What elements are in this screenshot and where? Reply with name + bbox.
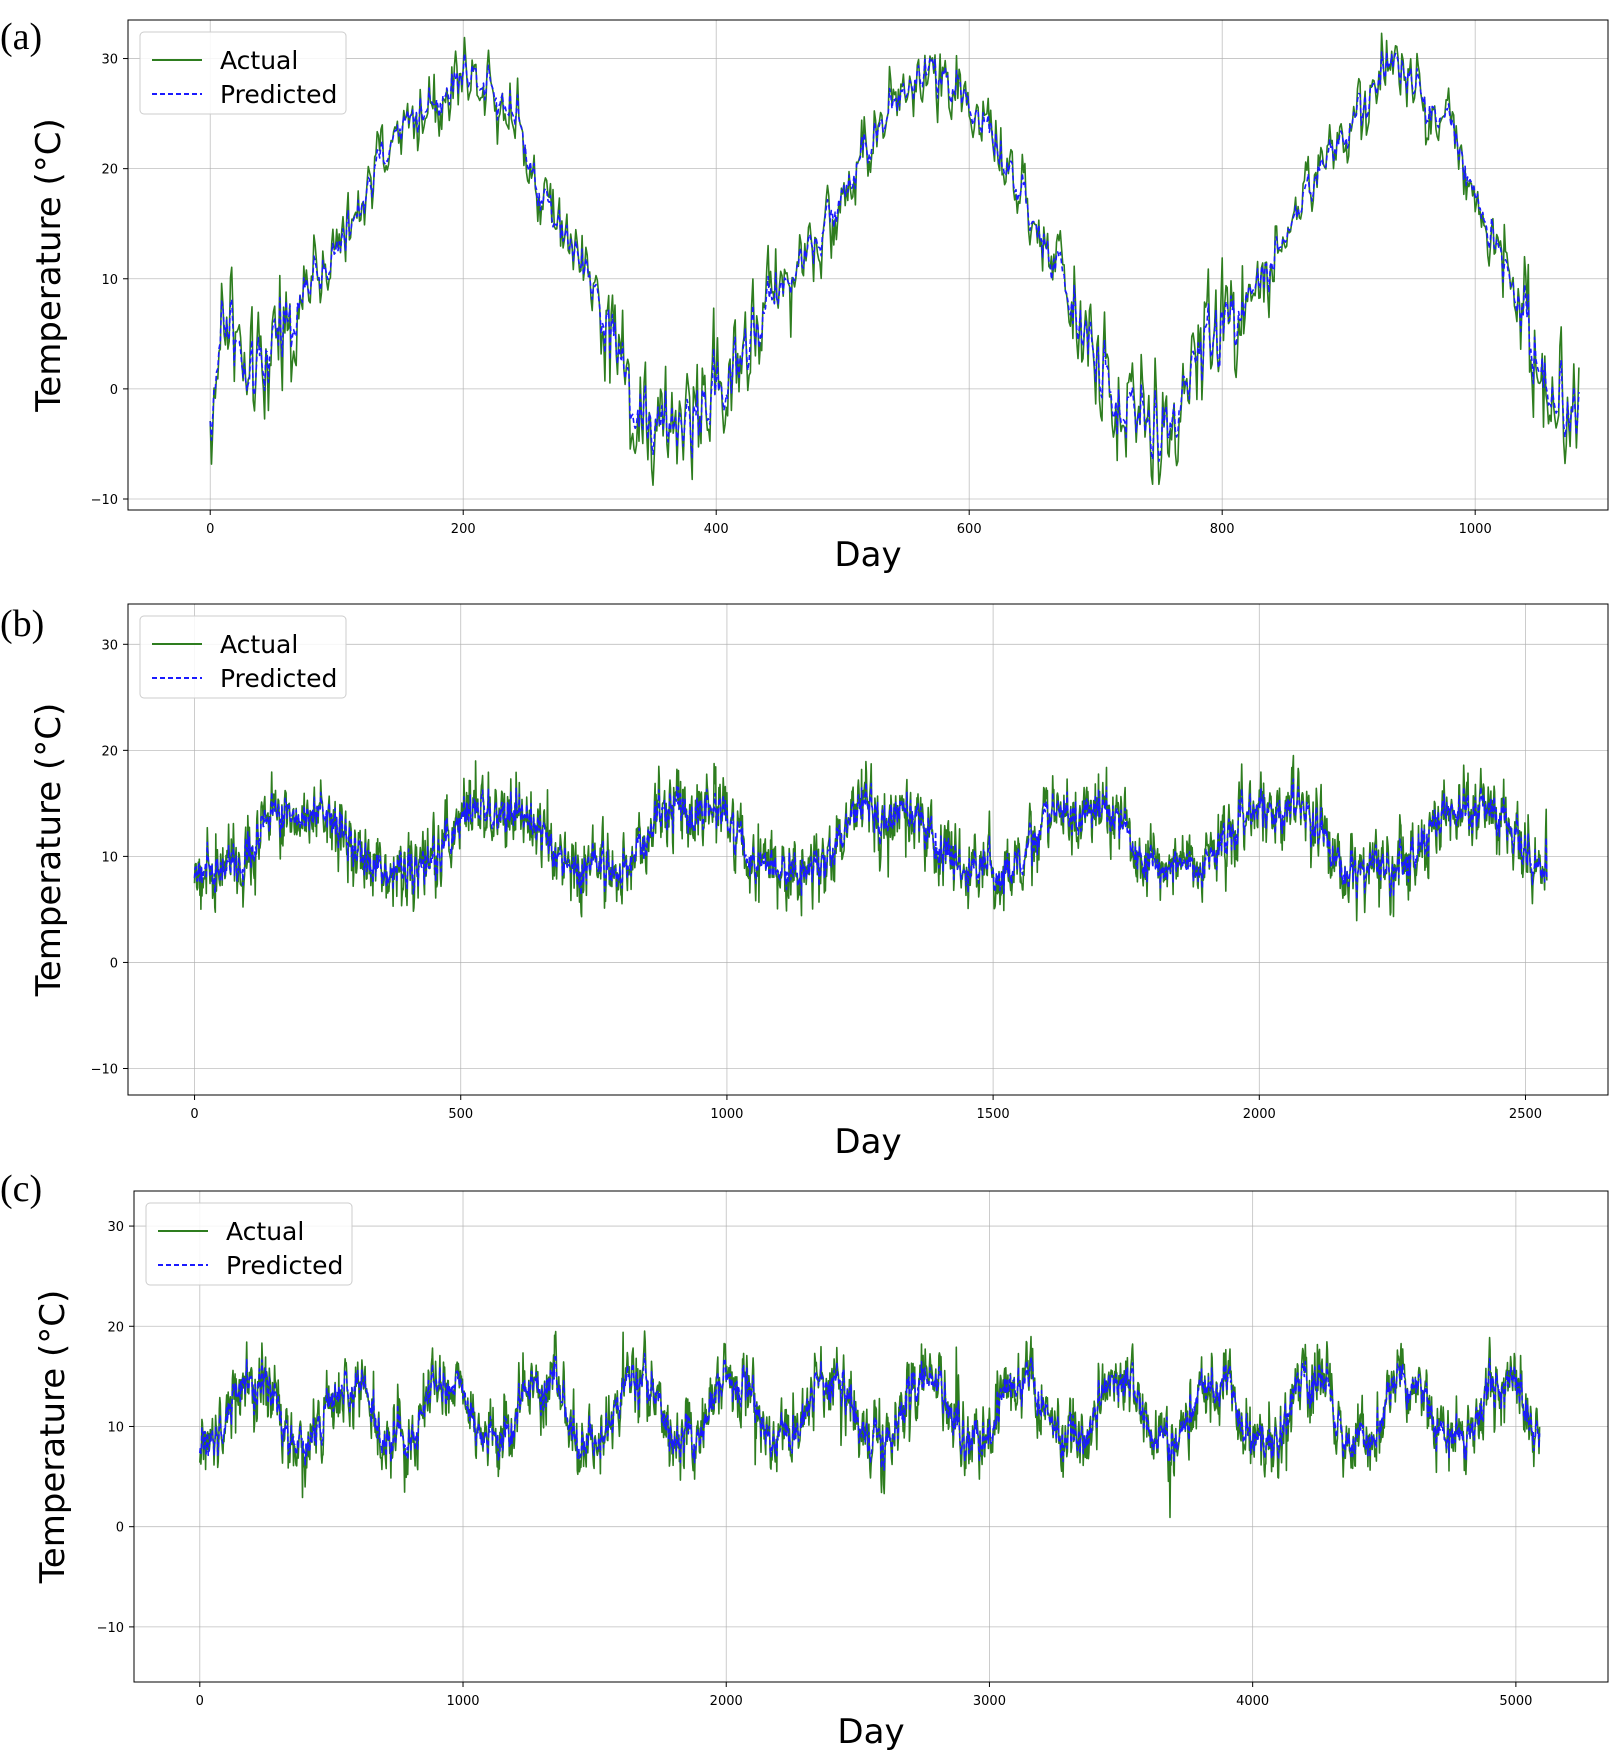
- x-tick-label: 1000: [710, 1107, 743, 1122]
- chart-c: 0 1000 2000 3000 4000 5000 −10 0 10 20 30 Day Temper…: [33, 1190, 1609, 1750]
- legend-actual-label: Actual: [220, 46, 298, 75]
- panel-label: (b): [0, 603, 45, 645]
- chart-b: 0 500 1000 1500 2000 2500 −10 0 10 20 30 Day Tempera…: [29, 603, 1609, 1162]
- plot-frame: [127, 19, 1609, 511]
- y-tick-label: −10: [91, 493, 118, 508]
- x-tick-label: 1500: [977, 1107, 1010, 1122]
- grid: [128, 20, 1608, 510]
- x-tick-label: 4000: [1236, 1694, 1269, 1709]
- series-actual-line: [193, 754, 1548, 922]
- y-tick-label: 30: [107, 1220, 124, 1235]
- y-tick-label: 30: [101, 638, 118, 653]
- x-tick-label: 800: [1210, 522, 1235, 537]
- plot-frame: [127, 603, 1609, 1096]
- legend: Actual Predicted: [145, 1202, 353, 1286]
- x-tick-label: 1000: [446, 1694, 479, 1709]
- legend: Actual Predicted: [139, 31, 347, 115]
- panel-c: 0 1000 2000 3000 4000 5000 −10 0 10 20 30 Day Temper…: [0, 1170, 1618, 1750]
- x-tick-label: 1000: [1459, 522, 1492, 537]
- x-tick-label: 200: [451, 522, 476, 537]
- y-tick-label: 0: [110, 383, 118, 398]
- x-axis-label: Day: [834, 1122, 901, 1162]
- y-tick-label: 20: [101, 163, 118, 178]
- series-predicted-line: [209, 51, 1580, 462]
- panel-label: (a): [0, 16, 43, 58]
- y-tick-label: 10: [101, 273, 118, 288]
- y-axis-label: Temperature (°C): [29, 703, 69, 997]
- x-tick-label: 2000: [1243, 1107, 1276, 1122]
- x-tick-label: 0: [196, 1694, 204, 1709]
- x-tick-label: 2500: [1509, 1107, 1542, 1122]
- legend-predicted-label: Predicted: [220, 664, 337, 693]
- y-tick-label: 0: [110, 956, 118, 971]
- x-axis: 0 500 1000 1500 2000 2500: [190, 1095, 1542, 1122]
- y-tick-label: 30: [101, 53, 118, 68]
- x-tick-label: 500: [448, 1107, 473, 1122]
- y-axis-label: Temperature (°C): [33, 1290, 73, 1584]
- x-axis: 0 200 400 600 800 1000: [206, 510, 1492, 537]
- x-tick-label: 3000: [973, 1694, 1006, 1709]
- legend-actual-label: Actual: [220, 630, 298, 659]
- y-axis: −10 0 10 20 30: [91, 638, 128, 1077]
- legend-box: [145, 1202, 353, 1286]
- legend: Actual Predicted: [139, 615, 347, 699]
- y-tick-label: 20: [101, 744, 118, 759]
- y-tick-label: 20: [107, 1320, 124, 1335]
- x-tick-label: 5000: [1499, 1694, 1532, 1709]
- x-tick-label: 2000: [710, 1694, 743, 1709]
- grid: [128, 604, 1608, 1095]
- x-tick-label: 0: [206, 522, 214, 537]
- x-axis-label: Day: [837, 1712, 904, 1750]
- y-tick-label: −10: [91, 1062, 118, 1077]
- x-tick-label: 600: [957, 522, 982, 537]
- y-axis-label: Temperature (°C): [29, 118, 69, 412]
- legend-predicted-label: Predicted: [220, 80, 337, 109]
- x-tick-label: 0: [190, 1107, 198, 1122]
- y-tick-label: 10: [101, 850, 118, 865]
- y-tick-label: −10: [97, 1621, 124, 1636]
- y-axis: −10 0 10 20 30: [97, 1220, 134, 1636]
- panel-label: (c): [0, 1168, 43, 1210]
- y-tick-label: 0: [116, 1521, 124, 1536]
- x-axis: 0 1000 2000 3000 4000 5000: [196, 1682, 1532, 1709]
- y-tick-label: 10: [107, 1420, 124, 1435]
- plot-frame: [133, 1190, 1609, 1683]
- series-actual-line: [209, 32, 1580, 486]
- legend-actual-label: Actual: [226, 1217, 304, 1246]
- y-axis: −10 0 10 20 30: [91, 53, 128, 508]
- series-predicted-line: [193, 778, 1548, 900]
- x-tick-label: 400: [704, 522, 729, 537]
- grid: [134, 1191, 1608, 1682]
- panel-a: 0 200 400 600 800 1000 −10 0 10 20 30 Day Temperatur…: [0, 0, 1618, 575]
- panel-b: 0 500 1000 1500 2000 2500 −10 0 10 20 30 Day Tempera…: [0, 583, 1618, 1168]
- chart-a: 0 200 400 600 800 1000 −10 0 10 20 30 Day Temperatur…: [29, 19, 1609, 575]
- legend-predicted-label: Predicted: [226, 1251, 343, 1280]
- x-axis-label: Day: [834, 535, 901, 575]
- legend-box: [139, 31, 347, 115]
- legend-box: [139, 615, 347, 699]
